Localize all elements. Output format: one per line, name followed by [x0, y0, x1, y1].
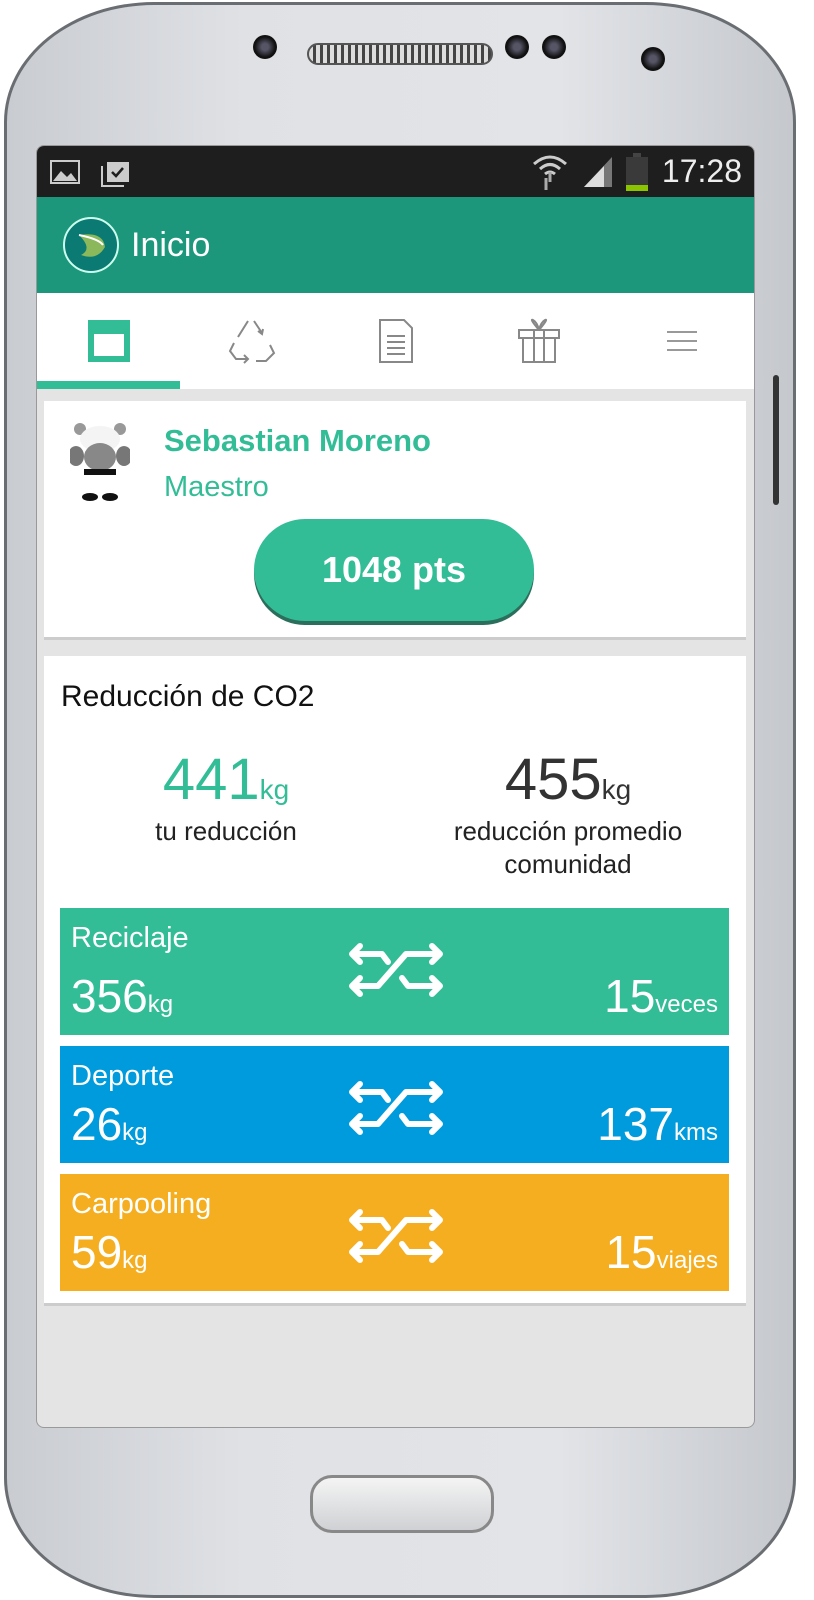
sensor-icon: [505, 35, 529, 59]
shuffle-icon[interactable]: [346, 942, 446, 998]
wifi-icon: [532, 155, 567, 190]
tab-home[interactable]: [37, 293, 181, 389]
points-button[interactable]: 1048 pts: [254, 519, 534, 621]
shuffle-icon[interactable]: [346, 1208, 446, 1264]
gift-icon: [517, 318, 560, 363]
category-name: Deporte: [71, 1060, 175, 1092]
shuffle-icon[interactable]: [346, 1080, 446, 1136]
front-camera-icon: [641, 47, 665, 71]
home-button[interactable]: [310, 1475, 494, 1533]
screen: 17:28 Inicio Sebastian Moreno Maestro 10…: [36, 145, 755, 1428]
battery-icon: [625, 152, 648, 191]
co2-title: Reducción de CO2: [61, 680, 315, 713]
co2-card: Reducción de CO2 441kg tu reducción 455k…: [44, 656, 746, 1306]
avatar[interactable]: [70, 421, 130, 501]
tab-rewards[interactable]: [467, 293, 610, 389]
unit: kg: [259, 774, 290, 805]
category-value: 356kg: [71, 970, 174, 1022]
category-row-reciclaje[interactable]: Reciclaje 356kg 15veces: [60, 908, 729, 1035]
status-bar: 17:28: [37, 146, 754, 197]
side-button: [773, 375, 779, 505]
menu-icon: [667, 331, 698, 351]
category-count: 15viajes: [605, 1226, 718, 1278]
image-notification-icon: [50, 159, 80, 184]
category-row-carpooling[interactable]: Carpooling 59kg 15viajes: [60, 1174, 729, 1291]
community-reduction: 455kg reducción promedio comunidad: [392, 746, 744, 881]
app-logo-leaf-icon[interactable]: [63, 217, 119, 273]
home-card-icon: [87, 320, 130, 362]
tab-recycle[interactable]: [180, 293, 323, 389]
tab-menu[interactable]: [611, 293, 754, 389]
speaker-grille: [307, 43, 493, 65]
tab-bar: [37, 293, 754, 389]
category-value: 59kg: [71, 1226, 148, 1278]
signal-icon: [583, 156, 612, 187]
category-value: 26kg: [71, 1098, 148, 1150]
sensor-icon: [253, 35, 277, 59]
your-reduction-label: tu reducción: [155, 816, 297, 846]
community-reduction-value: 455: [504, 747, 602, 812]
recycle-icon: [228, 320, 276, 364]
unit: kg: [601, 774, 632, 805]
sensor-icon: [542, 35, 566, 59]
user-rank: Maestro: [164, 471, 269, 503]
category-count: 137kms: [597, 1098, 718, 1150]
tab-documents[interactable]: [324, 293, 467, 389]
clock: 17:28: [661, 153, 742, 189]
document-icon: [378, 319, 413, 363]
category-row-deporte[interactable]: Deporte 26kg 137kms: [60, 1046, 729, 1163]
category-name: Reciclaje: [71, 922, 189, 954]
community-reduction-label: reducción promedio comunidad: [453, 816, 683, 879]
category-count: 15veces: [604, 970, 718, 1022]
page-title: Inicio: [131, 225, 211, 264]
clipboard-check-icon: [101, 161, 129, 187]
profile-card: Sebastian Moreno Maestro 1048 pts: [44, 401, 746, 640]
your-reduction-value: 441: [162, 747, 260, 812]
your-reduction: 441kg tu reducción: [56, 746, 396, 848]
app-bar: Inicio: [37, 197, 754, 293]
category-name: Carpooling: [71, 1188, 212, 1220]
user-name: Sebastian Moreno: [164, 423, 431, 458]
